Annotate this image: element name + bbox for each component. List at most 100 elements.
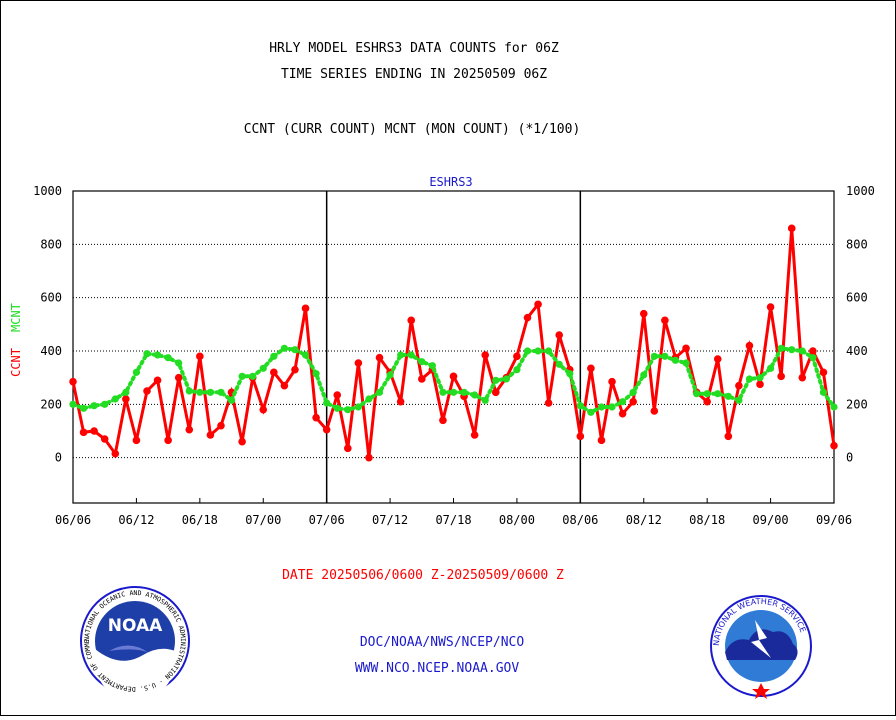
y-tick-label-right: 0 bbox=[846, 451, 853, 465]
data-point-mcnt bbox=[238, 372, 246, 380]
data-point-mcnt bbox=[153, 351, 162, 359]
data-point-mcnt bbox=[460, 388, 468, 396]
data-point-mcnt bbox=[587, 408, 595, 416]
data-point-mcnt bbox=[185, 387, 193, 395]
data-point-mcnt bbox=[481, 396, 489, 404]
data-point-mcnt bbox=[164, 354, 172, 362]
data-point-ccnt bbox=[100, 435, 109, 443]
data-point-mcnt bbox=[714, 390, 722, 398]
data-point-mcnt bbox=[597, 403, 606, 411]
data-point-ccnt bbox=[217, 421, 225, 430]
data-point-mcnt bbox=[640, 371, 648, 379]
data-point-mcnt bbox=[449, 388, 458, 396]
x-tick-label: 07/18 bbox=[435, 513, 471, 527]
nws-logo: NATIONAL WEATHER SERVICE bbox=[710, 595, 812, 699]
data-point-ccnt bbox=[417, 375, 426, 383]
data-point-ccnt bbox=[344, 444, 352, 453]
data-point-ccnt bbox=[238, 437, 246, 446]
data-point-ccnt bbox=[439, 416, 447, 425]
y-tick-label-right: 400 bbox=[846, 344, 868, 358]
data-point-mcnt bbox=[724, 392, 732, 400]
data-point-ccnt bbox=[122, 395, 130, 403]
data-point-ccnt bbox=[354, 359, 363, 367]
data-point-ccnt bbox=[639, 309, 648, 318]
x-axis-label: DATE 20250506/0600 Z-20250509/0600 Z bbox=[282, 568, 564, 583]
data-point-mcnt bbox=[301, 351, 310, 359]
x-tick-label: 08/12 bbox=[626, 513, 662, 527]
data-point-mcnt bbox=[418, 358, 426, 366]
data-point-ccnt bbox=[629, 397, 637, 406]
data-point-mcnt bbox=[502, 375, 510, 383]
data-point-mcnt bbox=[471, 391, 479, 399]
data-point-ccnt bbox=[174, 373, 183, 382]
y-tick-label-right: 1000 bbox=[846, 184, 875, 198]
y-axis-label-mcnt: MCNT bbox=[9, 303, 23, 332]
data-point-mcnt bbox=[766, 364, 775, 372]
data-point-mcnt bbox=[788, 346, 796, 354]
data-point-mcnt bbox=[809, 354, 817, 362]
data-point-mcnt bbox=[576, 402, 584, 410]
data-point-ccnt bbox=[79, 428, 88, 437]
x-tick-label: 06/18 bbox=[182, 513, 218, 527]
data-point-mcnt bbox=[513, 366, 521, 374]
plot-area: 0 0 200 200 400 400 600 600 800 800 1000 1000 06/06 0… bbox=[33, 184, 875, 527]
y-tick-label-left: 400 bbox=[40, 344, 62, 358]
data-point-ccnt bbox=[407, 316, 416, 325]
data-point-mcnt bbox=[545, 347, 553, 355]
data-point-mcnt bbox=[566, 370, 574, 378]
data-point-ccnt bbox=[618, 409, 627, 418]
data-point-mcnt bbox=[365, 395, 373, 403]
data-point-ccnt bbox=[491, 388, 500, 397]
data-point-mcnt bbox=[798, 347, 806, 355]
data-point-mcnt bbox=[692, 390, 701, 398]
y-tick-label-left: 1000 bbox=[33, 184, 62, 198]
data-point-ccnt bbox=[523, 313, 532, 322]
data-point-ccnt bbox=[333, 391, 342, 399]
data-point-mcnt bbox=[196, 388, 204, 396]
data-point-mcnt bbox=[830, 403, 838, 411]
data-point-ccnt bbox=[196, 352, 204, 361]
data-point-ccnt bbox=[587, 364, 595, 373]
data-point-mcnt bbox=[90, 402, 98, 410]
data-point-ccnt bbox=[470, 431, 479, 439]
data-point-ccnt bbox=[322, 425, 331, 434]
data-point-mcnt bbox=[206, 388, 215, 396]
data-point-ccnt bbox=[745, 341, 754, 350]
data-point-ccnt bbox=[703, 397, 711, 406]
data-point-ccnt bbox=[185, 425, 194, 434]
data-point-mcnt bbox=[323, 399, 331, 407]
footer-url: WWW.NCO.NCEP.NOAA.GOV bbox=[355, 661, 520, 676]
noaa-logo-text: NOAA bbox=[108, 616, 163, 636]
data-point-mcnt bbox=[132, 368, 141, 376]
noaa-logo: NATIONAL OCEANIC AND ATMOSPHERIC ADMINIS… bbox=[80, 586, 190, 701]
data-point-ccnt bbox=[301, 304, 310, 313]
data-point-mcnt bbox=[735, 396, 743, 404]
x-tick-label: 09/00 bbox=[753, 513, 789, 527]
data-point-ccnt bbox=[608, 377, 616, 386]
data-point-ccnt bbox=[534, 300, 542, 309]
data-point-ccnt bbox=[270, 368, 278, 377]
data-point-mcnt bbox=[661, 352, 669, 360]
data-point-ccnt bbox=[513, 352, 521, 361]
data-point-mcnt bbox=[217, 388, 225, 396]
x-tick-label: 08/06 bbox=[562, 513, 598, 527]
data-point-mcnt bbox=[682, 359, 690, 367]
data-point-mcnt bbox=[354, 403, 362, 411]
data-point-ccnt bbox=[132, 436, 141, 445]
data-point-mcnt bbox=[227, 396, 236, 404]
data-point-mcnt bbox=[819, 388, 828, 396]
data-point-ccnt bbox=[713, 355, 722, 363]
data-point-ccnt bbox=[809, 347, 817, 355]
y-axis-label-ccnt: CCNT bbox=[9, 348, 23, 377]
data-point-ccnt bbox=[449, 372, 458, 381]
data-point-ccnt bbox=[396, 397, 405, 406]
data-point-ccnt bbox=[756, 380, 764, 389]
data-point-mcnt bbox=[111, 395, 119, 403]
data-point-ccnt bbox=[280, 381, 289, 390]
data-point-mcnt bbox=[344, 406, 352, 414]
data-point-mcnt bbox=[555, 360, 563, 368]
data-point-ccnt bbox=[830, 441, 838, 450]
data-point-ccnt bbox=[787, 224, 796, 233]
plot-border bbox=[72, 190, 835, 504]
